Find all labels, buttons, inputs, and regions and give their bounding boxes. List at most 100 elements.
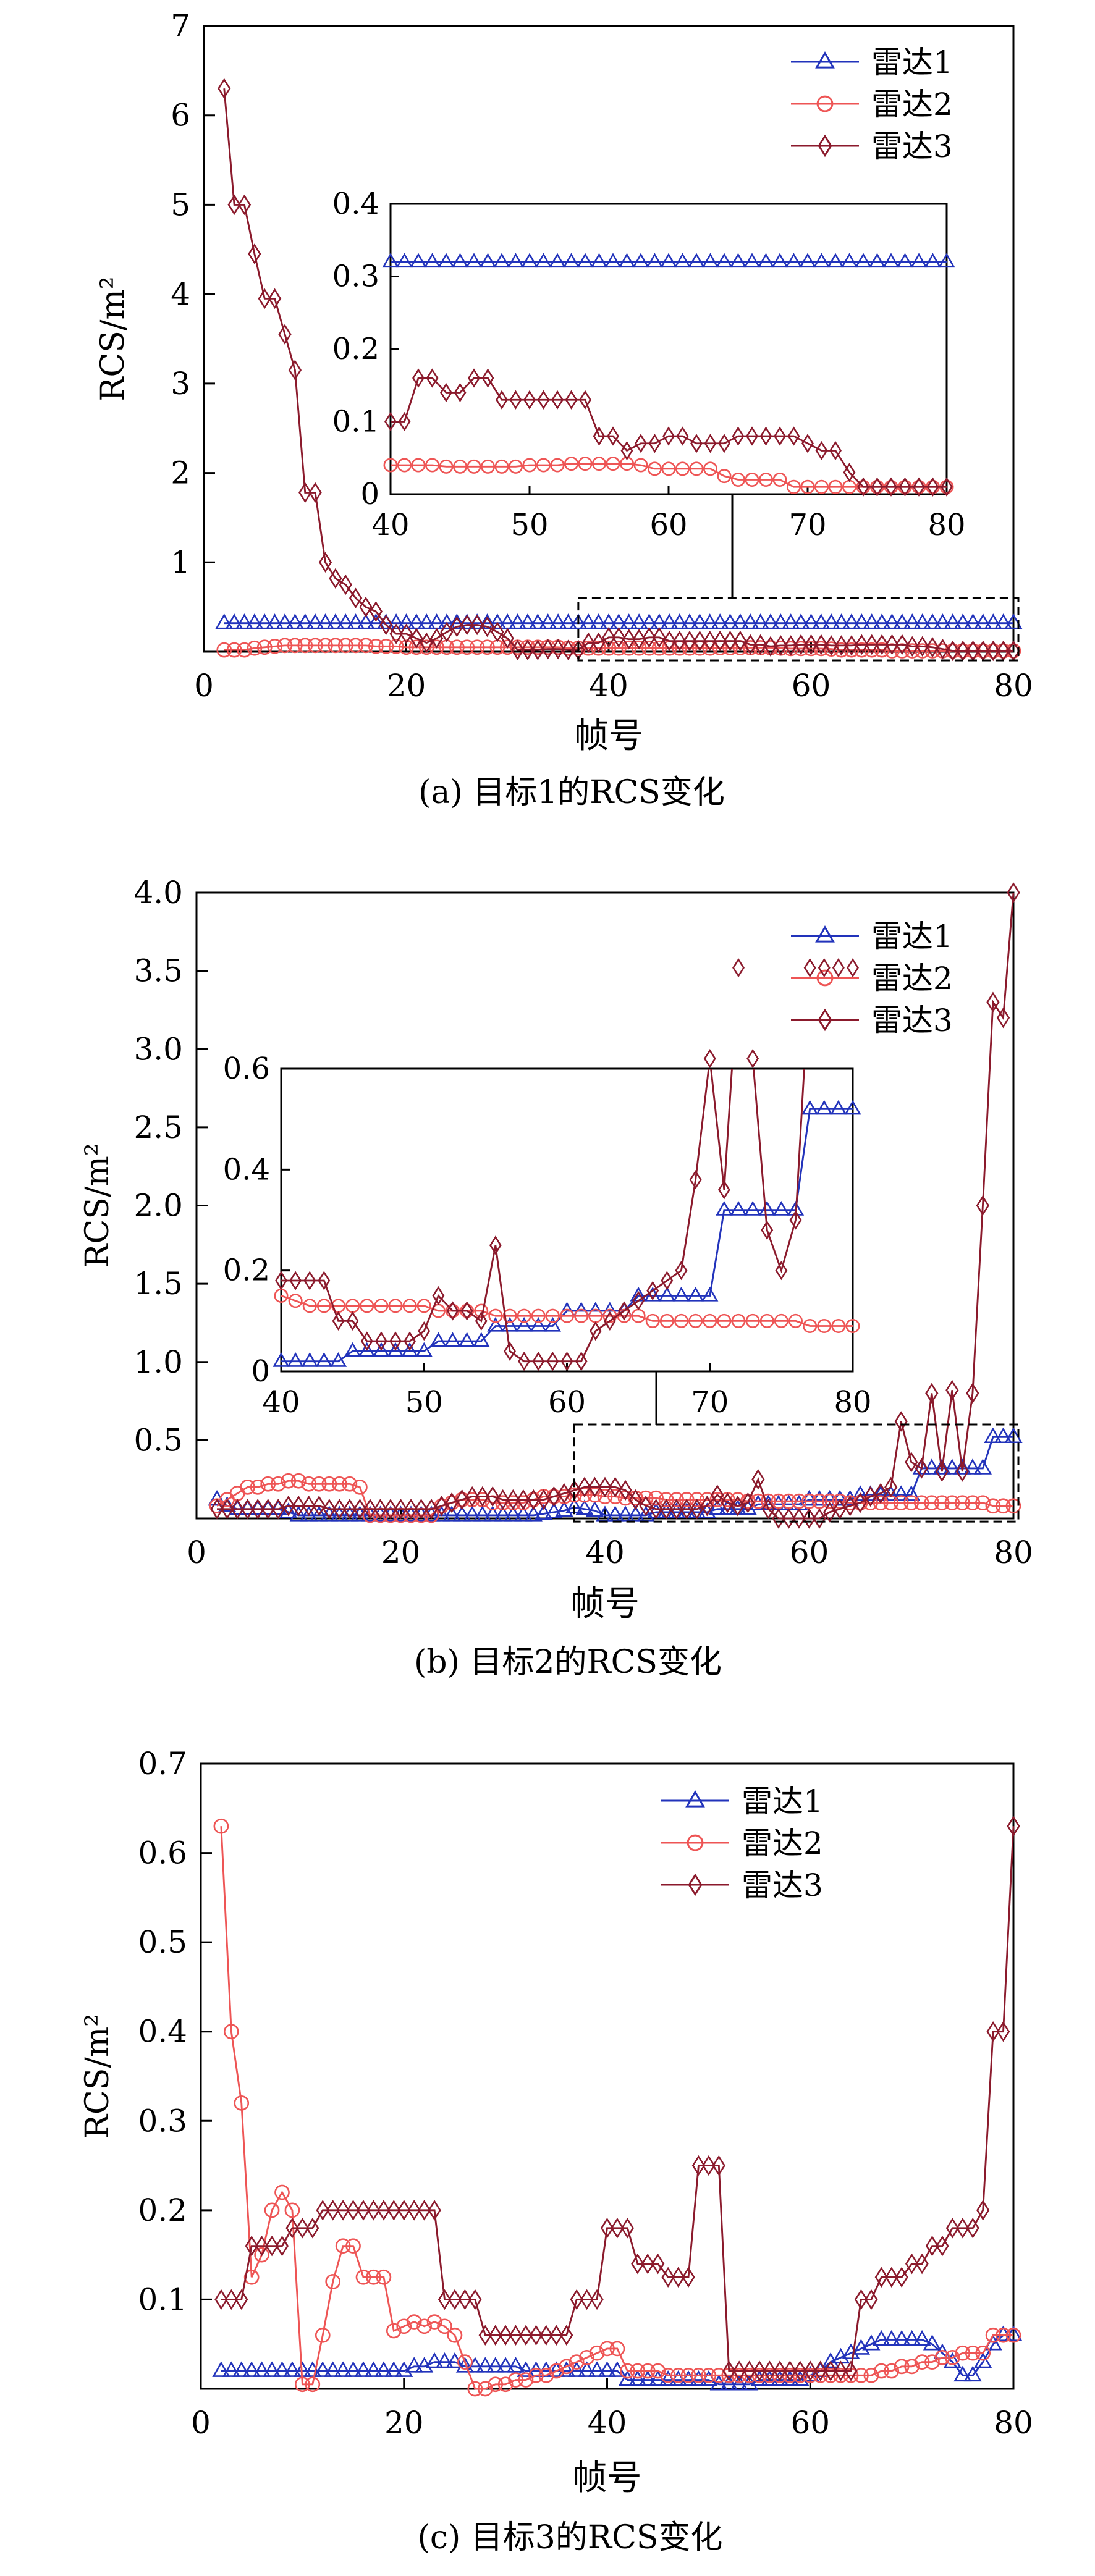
chart-c-point-radar3 — [803, 2360, 817, 2381]
chart-a-point-radar3 — [278, 324, 292, 345]
chart-b-xtick-label: 40 — [585, 1534, 625, 1570]
chart-c-point-radar3 — [458, 2289, 472, 2310]
chart-c-point-radar1 — [263, 2361, 281, 2377]
chart-a-point-radar1 — [579, 613, 598, 629]
chart-a-point-radar3 — [480, 616, 494, 638]
chart-a-point-radar3 — [561, 639, 575, 660]
chart-a-inset-point-radar1 — [660, 253, 677, 268]
chart-b-ytick-label: 3.0 — [133, 1031, 183, 1067]
chart-a-inset-point-radar2 — [508, 459, 523, 474]
chart-a-point-radar3 — [359, 596, 373, 618]
chart-a-inset-point-radar3 — [523, 390, 536, 410]
chart-b-inset-point-radar2 — [502, 1308, 517, 1323]
chart-c-point-radar3 — [397, 2200, 411, 2221]
chart-b-inset-point-radar3 — [460, 1301, 473, 1321]
chart-a-point-radar2 — [631, 640, 647, 656]
chart-a-point-radar1 — [387, 613, 405, 629]
chart-c-point-radar1 — [506, 2357, 525, 2373]
chart-a-point-radar3 — [369, 601, 383, 622]
chart-b-inset-point-radar3 — [661, 1271, 674, 1290]
chart-b-point-radar3 — [894, 1411, 908, 1432]
chart-a-inset-point-radar1 — [549, 253, 566, 268]
chart-c-point-radar2 — [467, 2381, 483, 2397]
chart-b-point-radar2 — [250, 1479, 266, 1495]
chart-a-inset-xtick-label: 40 — [371, 508, 409, 542]
chart-c-point-radar3 — [844, 2360, 858, 2381]
chart-panel-a: 0 20 40 60 80 1 2 3 4 5 6 7 帧号 RCS/m² (a) 目标1的RCS变化 雷达1… — [0, 0, 1095, 859]
chart-a-point-radar3 — [713, 630, 727, 652]
chart-b-xtick-label: 20 — [381, 1534, 421, 1570]
chart-c-point-radar2 — [213, 1818, 229, 1834]
chart-a-inset-point-radar3 — [732, 426, 745, 446]
chart-c-point-radar3 — [966, 2218, 979, 2239]
chart-c-point-radar1 — [486, 2357, 505, 2373]
chart-a-inset-point-radar3 — [398, 411, 411, 432]
chart-a-point-radar3 — [440, 621, 454, 642]
chart-b-point-radar1 — [494, 1505, 512, 1522]
chart-a-point-radar2 — [368, 638, 384, 654]
chart-c-point-radar1 — [598, 2361, 617, 2377]
chart-c-point-radar1 — [913, 2330, 931, 2346]
chart-c-point-radar2 — [335, 2238, 351, 2254]
chart-b-inset-point-radar2 — [545, 1308, 560, 1323]
chart-a-point-radar3 — [460, 614, 474, 636]
chart-c-point-radar3 — [1007, 1816, 1020, 1837]
chart-a-point-radar3 — [672, 630, 687, 652]
chart-b-inset-point-radar1 — [287, 1352, 304, 1367]
chart-a-inset-point-radar3 — [579, 390, 591, 410]
chart-b-point-radar3 — [741, 1492, 755, 1513]
chart-a-inset-point-radar3 — [481, 368, 494, 388]
chart-b-point-radar3 — [394, 1499, 408, 1520]
chart-a-point-radar2 — [641, 640, 657, 656]
chart-a-point-radar1 — [235, 613, 254, 629]
chart-c-point-radar2 — [376, 2269, 392, 2285]
chart-c-point-radar1 — [923, 2334, 942, 2351]
chart-c-point-radar3 — [874, 2267, 888, 2288]
chart-b-inset-point-radar3 — [618, 1301, 630, 1321]
chart-b-xtick-label: 0 — [187, 1534, 206, 1570]
chart-a-point-radar3 — [905, 636, 919, 657]
chart-c-point-radar3 — [509, 2325, 523, 2346]
chart-b-inset-point-radar1 — [273, 1352, 290, 1367]
chart-c-point-radar1 — [953, 2365, 972, 2382]
chart-a-point-radar1 — [944, 613, 962, 629]
chart-c-point-radar1 — [222, 2361, 240, 2377]
chart-c-point-radar2 — [680, 2367, 696, 2383]
chart-b-legend-marker — [816, 969, 834, 987]
chart-a-point-radar3 — [926, 637, 939, 658]
chart-a-inset-point-radar3 — [704, 434, 717, 453]
chart-c-point-radar1 — [324, 2361, 342, 2377]
chart-a-inset-point-radar1 — [882, 253, 900, 268]
chart-a-point-radar1 — [782, 613, 800, 629]
chart-a-point-radar2 — [358, 638, 374, 654]
chart-a-point-radar1 — [528, 613, 547, 629]
chart-b-point-radar3 — [690, 1499, 704, 1520]
chart-c-point-radar3 — [956, 2218, 970, 2239]
chart-c-ytick-label: 0.2 — [138, 2192, 187, 2228]
chart-b-inset-point-radar3 — [432, 1286, 445, 1306]
chart-a-point-radar3 — [268, 288, 282, 309]
chart-b-inset-point-radar1 — [329, 1352, 347, 1367]
chart-b-point-radar3 — [996, 1007, 1010, 1029]
chart-a-point-radar1 — [255, 613, 274, 629]
chart-b-point-radar2 — [771, 1493, 787, 1509]
chart-a-inset-point-radar3 — [635, 434, 647, 453]
chart-a-inset-point-radar1 — [577, 253, 594, 268]
chart-c-point-radar3 — [519, 2325, 533, 2346]
chart-a-point-radar1 — [509, 613, 527, 629]
chart-b-point-radar1 — [300, 1505, 318, 1522]
chart-b-point-radar3 — [772, 1508, 785, 1529]
chart-b-point-radar1 — [535, 1504, 553, 1520]
chart-c-point-radar2 — [914, 2354, 930, 2370]
chart-a-point-radar3 — [986, 640, 1000, 662]
chart-c-point-radar2 — [477, 2381, 493, 2397]
chart-c-point-radar2 — [508, 2372, 523, 2388]
chart-c-xtick-label: 60 — [790, 2405, 830, 2441]
chart-b-inset-point-radar3 — [603, 1311, 616, 1331]
chart-b-inset-point-radar3 — [775, 1261, 788, 1281]
chart-a-point-radar3 — [470, 614, 484, 636]
chart-c-svg: 0 20 40 60 80 0.1 0.2 0.3 0.4 0.5 0.6 0.7 帧号 RCS/m² (c… — [79, 1746, 1033, 2556]
chart-a-inset-point-radar1 — [785, 253, 803, 268]
chart-a-point-radar1 — [660, 613, 679, 629]
chart-a-point-radar2 — [480, 639, 495, 655]
